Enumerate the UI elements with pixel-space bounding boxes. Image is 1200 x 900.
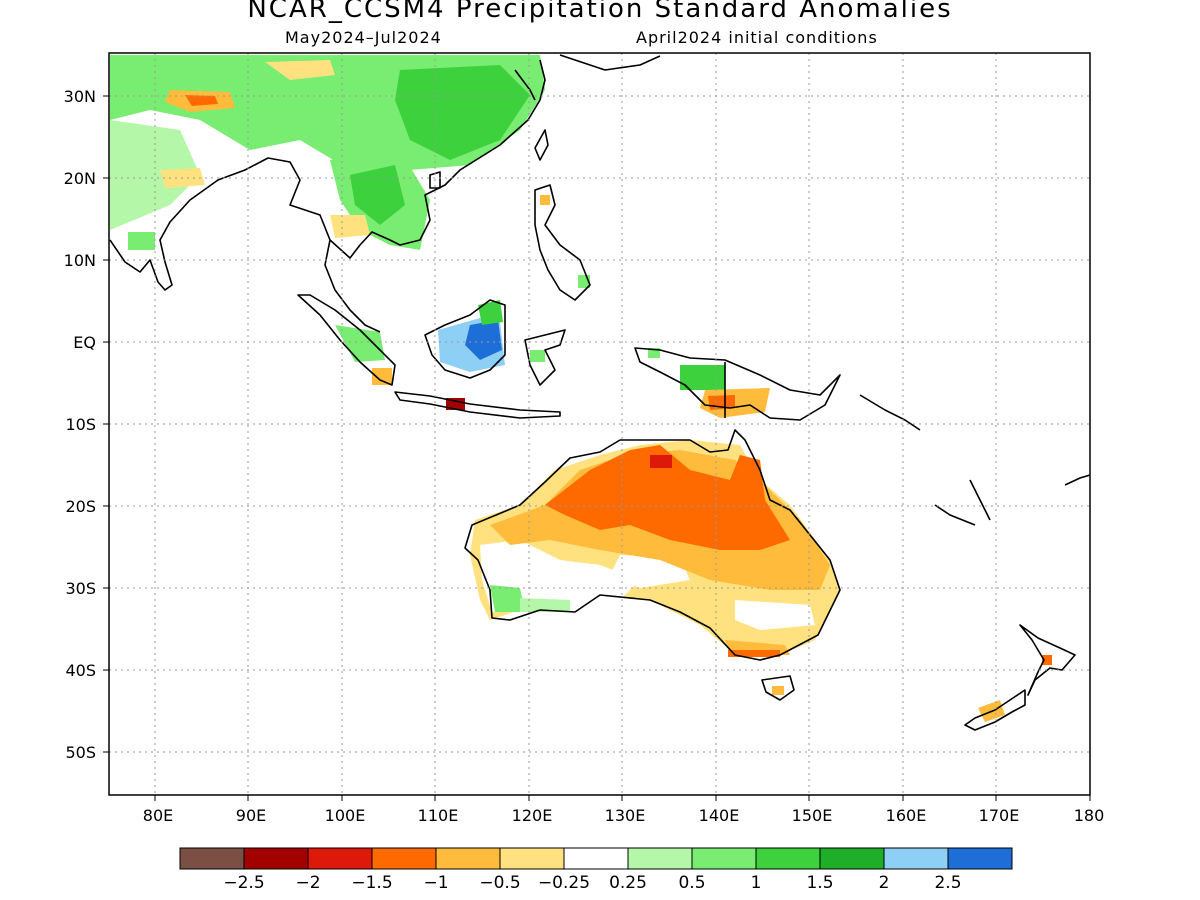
coast-sulawesi bbox=[524, 329, 566, 386]
anomaly-darkorange-australia bbox=[545, 445, 790, 550]
lon-tick-label: 180 bbox=[1074, 806, 1105, 825]
coast-solomons bbox=[859, 394, 921, 431]
lat-tick-label: EQ bbox=[73, 333, 96, 352]
anomaly-white-southeast bbox=[735, 600, 815, 630]
anomaly-green-sulawesi bbox=[530, 350, 545, 362]
lon-tick-label: 140E bbox=[699, 806, 740, 825]
colorbar-label: −0.25 bbox=[538, 873, 590, 893]
colorbar-swatch bbox=[691, 847, 757, 870]
anomaly-green-bight bbox=[520, 598, 570, 612]
anomaly-orange-tasmania bbox=[772, 686, 784, 695]
map-title: NCAR_CCSM4 Precipitation Standard Anomal… bbox=[247, 0, 953, 24]
colorbar-swatch bbox=[499, 847, 565, 870]
lat-tick-label: 10S bbox=[65, 415, 96, 434]
anomaly-field-asia bbox=[110, 55, 545, 250]
coast-new-caledonia bbox=[934, 504, 976, 526]
initial-conditions: April2024 initial conditions bbox=[636, 28, 878, 47]
lon-tick-label: 100E bbox=[325, 806, 366, 825]
lon-tick-label: 130E bbox=[605, 806, 646, 825]
colorbar-swatch bbox=[755, 847, 821, 870]
colorbar-swatch bbox=[563, 847, 629, 870]
anomaly-green-png bbox=[680, 365, 725, 390]
colorbar-label: 0.25 bbox=[609, 873, 647, 893]
lat-tick-label: 10N bbox=[64, 251, 96, 270]
lat-tick-label: 40S bbox=[65, 661, 96, 680]
lon-tick-labels: 80E 90E 100E 110E 120E 130E 140E 150E 16… bbox=[143, 806, 1105, 825]
anomaly-darkblue-borneo bbox=[465, 320, 502, 360]
coast-nz-south bbox=[964, 689, 1026, 731]
anomaly-darkgreen-china bbox=[395, 65, 530, 160]
colorbar-swatch bbox=[243, 847, 309, 870]
colorbar-swatch bbox=[435, 847, 501, 870]
coast-australia bbox=[464, 429, 841, 661]
lat-tick-label: 30S bbox=[65, 579, 96, 598]
anomaly-red-java bbox=[446, 398, 465, 410]
anomaly-darkorange-victoria bbox=[728, 650, 780, 657]
colorbar-swatch bbox=[627, 847, 693, 870]
anomaly-darkgreen-laos bbox=[350, 165, 405, 225]
colorbar-label: 1.5 bbox=[806, 873, 833, 893]
gridlines bbox=[109, 53, 1090, 795]
forecast-period: May2024–Jul2024 bbox=[285, 28, 442, 47]
colorbar-swatch bbox=[371, 847, 437, 870]
coast-sumatra bbox=[297, 294, 396, 386]
coast-fiji bbox=[1064, 474, 1090, 486]
coast-java bbox=[394, 391, 561, 419]
map-canvas bbox=[109, 53, 1090, 795]
lat-tick-label: 20N bbox=[64, 169, 96, 188]
anomaly-orange-luzon bbox=[540, 195, 550, 205]
anomaly-green-sumatra bbox=[335, 325, 385, 362]
anomaly-green-southwest bbox=[490, 585, 525, 612]
colorbar-label: 0.5 bbox=[678, 873, 705, 893]
lon-tick-label: 150E bbox=[792, 806, 833, 825]
lon-tick-label: 160E bbox=[886, 806, 927, 825]
coast-japan bbox=[559, 54, 661, 71]
coast-vanuatu bbox=[969, 479, 991, 521]
colorbar-swatch bbox=[179, 847, 245, 870]
lon-tick-label: 80E bbox=[143, 806, 173, 825]
colorbar-label: 1 bbox=[751, 873, 762, 893]
lat-tick-label: 50S bbox=[65, 743, 96, 762]
anomaly-yellow-thailand bbox=[330, 215, 370, 238]
anomaly-red-tibet bbox=[185, 95, 218, 106]
lon-tick-label: 90E bbox=[236, 806, 266, 825]
coast-taiwan bbox=[534, 129, 549, 161]
lat-tick-labels: 30N 20N 10N EQ 10S 20S 30S 40S 50S bbox=[64, 87, 96, 762]
colorbar-swatch bbox=[307, 847, 373, 870]
anomaly-green-srilanka bbox=[128, 232, 155, 250]
colorbar-label: −2 bbox=[295, 873, 320, 893]
anomaly-orange-sumatra bbox=[372, 368, 392, 385]
lon-tick-label: 170E bbox=[979, 806, 1020, 825]
lat-tick-label: 20S bbox=[65, 497, 96, 516]
anomaly-green-borneo-north bbox=[478, 300, 503, 325]
anomaly-field-australia bbox=[470, 440, 840, 695]
coastlines bbox=[109, 54, 1090, 731]
anomaly-yellow-tibet bbox=[265, 60, 335, 80]
colorbar-label: 2 bbox=[879, 873, 890, 893]
colorbar-swatch bbox=[883, 847, 949, 870]
colorbar-label: −2.5 bbox=[223, 873, 264, 893]
colorbar-label: −1.5 bbox=[351, 873, 392, 893]
colorbar-swatch bbox=[819, 847, 885, 870]
anomaly-red-nz-north bbox=[1042, 655, 1052, 665]
coast-hainan bbox=[429, 171, 441, 189]
colorbar-label: −1 bbox=[423, 873, 448, 893]
coast-tasmania bbox=[761, 675, 795, 701]
tick-marks bbox=[103, 95, 1091, 801]
colorbar-label: −0.5 bbox=[479, 873, 520, 893]
lat-tick-label: 30N bbox=[64, 87, 96, 106]
coast-philippines bbox=[534, 184, 591, 301]
colorbar-label: 2.5 bbox=[934, 873, 961, 893]
colorbar-swatch bbox=[947, 847, 1013, 870]
lon-tick-label: 110E bbox=[418, 806, 459, 825]
coast-new-guinea bbox=[634, 347, 841, 421]
lon-tick-label: 120E bbox=[512, 806, 553, 825]
anomaly-red-arnhem bbox=[650, 455, 672, 468]
colorbar-legend: −2.5 −2 −1.5 −1 −0.5 −0.25 0.25 0.5 1 1.5 2 2.5 bbox=[179, 847, 1013, 893]
coast-korea bbox=[514, 69, 536, 101]
coast-nz-north bbox=[1019, 624, 1076, 696]
